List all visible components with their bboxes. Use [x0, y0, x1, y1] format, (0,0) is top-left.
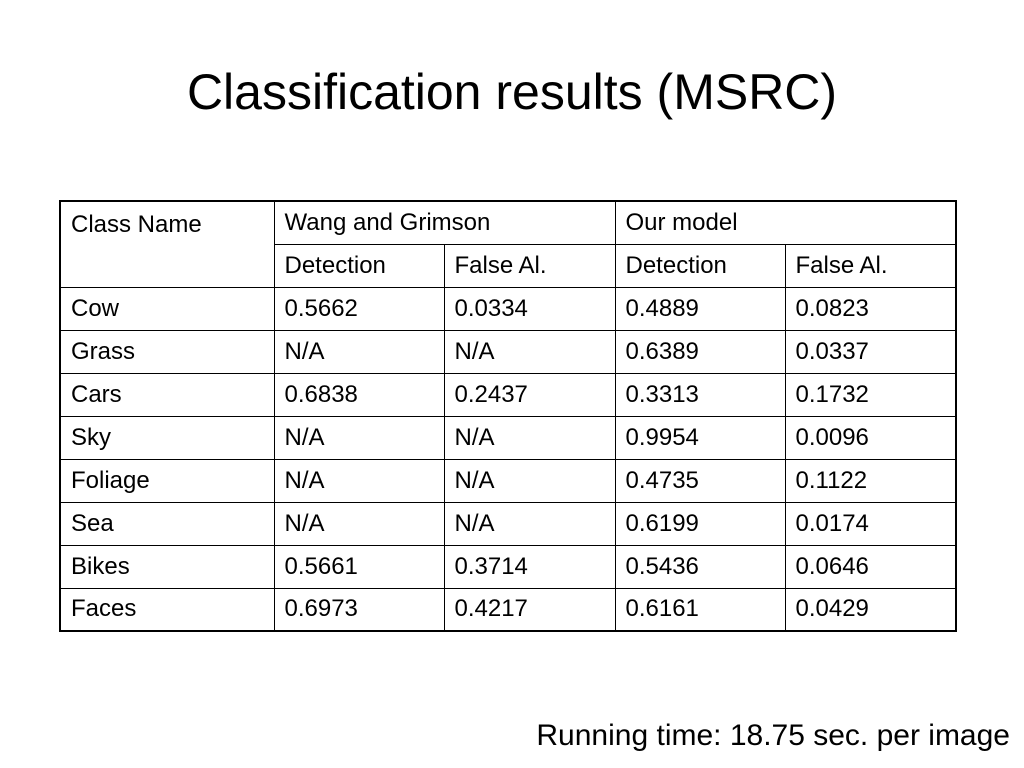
subheader-detection: Detection [614, 243, 786, 288]
header-class-name: Class Name [59, 200, 275, 288]
cell-class-name: Sky [59, 415, 275, 460]
cell-value: N/A [273, 501, 445, 546]
cell-value: N/A [273, 329, 445, 374]
cell-value: N/A [273, 415, 445, 460]
table-row: Grass N/A N/A 0.6389 0.0337 [59, 329, 957, 374]
cell-value: 0.6161 [614, 587, 786, 632]
cell-value: 0.0646 [784, 544, 957, 589]
cell-value: 0.6199 [614, 501, 786, 546]
cell-value: 0.5436 [614, 544, 786, 589]
subheader-false-alarm: False Al. [784, 243, 957, 288]
results-table: Class Name Wang and Grimson Our model De… [59, 200, 957, 632]
table-row: Foliage N/A N/A 0.4735 0.1122 [59, 458, 957, 503]
cell-value: 0.0174 [784, 501, 957, 546]
cell-value: N/A [273, 458, 445, 503]
cell-value: 0.4889 [614, 286, 786, 331]
table-row: Cars 0.6838 0.2437 0.3313 0.1732 [59, 372, 957, 417]
cell-value: 0.0334 [443, 286, 616, 331]
cell-value: 0.3313 [614, 372, 786, 417]
cell-value: 0.2437 [443, 372, 616, 417]
cell-value: N/A [443, 458, 616, 503]
cell-value: 0.5662 [273, 286, 445, 331]
cell-value: 0.4735 [614, 458, 786, 503]
table-row: Bikes 0.5661 0.3714 0.5436 0.0646 [59, 544, 957, 589]
cell-value: 0.6838 [273, 372, 445, 417]
results-table-body: Class Name Wang and Grimson Our model De… [59, 200, 957, 632]
cell-value: 0.5661 [273, 544, 445, 589]
cell-value: 0.3714 [443, 544, 616, 589]
cell-value: 0.6973 [273, 587, 445, 632]
cell-value: 0.0823 [784, 286, 957, 331]
table-row: Cow 0.5662 0.0334 0.4889 0.0823 [59, 286, 957, 331]
cell-value: N/A [443, 415, 616, 460]
cell-value: N/A [443, 501, 616, 546]
header-wang-and-grimson: Wang and Grimson [273, 200, 616, 245]
subheader-false-alarm: False Al. [443, 243, 616, 288]
cell-class-name: Cow [59, 286, 275, 331]
slide-title: Classification results (MSRC) [186, 64, 838, 120]
cell-value: 0.9954 [614, 415, 786, 460]
table-row: Faces 0.6973 0.4217 0.6161 0.0429 [59, 587, 957, 632]
cell-class-name: Foliage [59, 458, 275, 503]
header-our-model: Our model [614, 200, 957, 245]
cell-class-name: Sea [59, 501, 275, 546]
cell-value: 0.4217 [443, 587, 616, 632]
cell-value: 0.0337 [784, 329, 957, 374]
table-header-row: Class Name Wang and Grimson Our model [59, 200, 957, 288]
cell-value: 0.1122 [784, 458, 957, 503]
cell-value: 0.0096 [784, 415, 957, 460]
cell-class-name: Cars [59, 372, 275, 417]
table-row: Sky N/A N/A 0.9954 0.0096 [59, 415, 957, 460]
cell-class-name: Grass [59, 329, 275, 374]
running-time-note: Running time: 18.75 sec. per image [536, 719, 1010, 752]
cell-class-name: Faces [59, 587, 275, 632]
subheader-detection: Detection [273, 243, 445, 288]
cell-value: 0.1732 [784, 372, 957, 417]
cell-class-name: Bikes [59, 544, 275, 589]
table-row: Sea N/A N/A 0.6199 0.0174 [59, 501, 957, 546]
cell-value: N/A [443, 329, 616, 374]
cell-value: 0.0429 [784, 587, 957, 632]
cell-value: 0.6389 [614, 329, 786, 374]
